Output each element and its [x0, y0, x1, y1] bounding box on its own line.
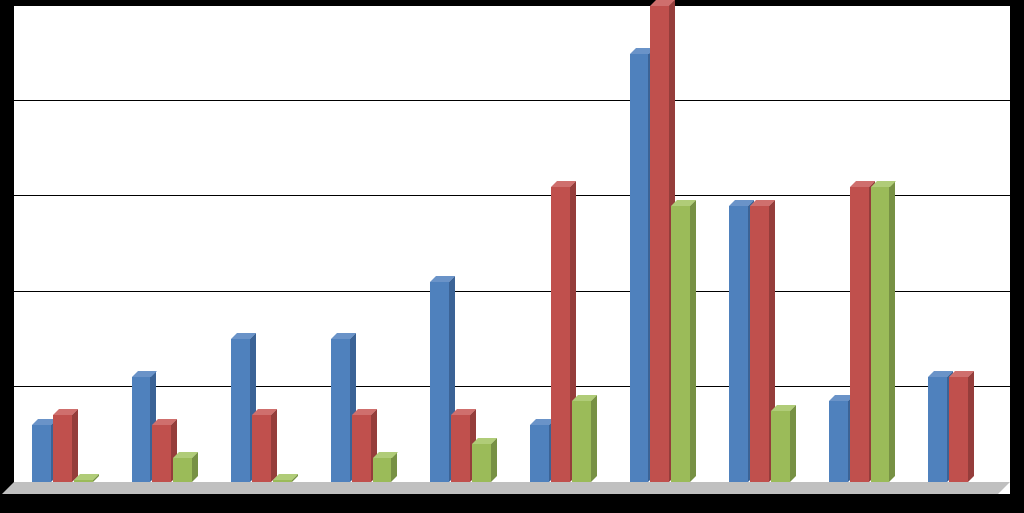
bar-group [512, 6, 612, 494]
bar-series-a [530, 425, 549, 482]
bar-series-c [173, 458, 192, 482]
bar-series-b [551, 187, 570, 482]
bar-series-a [928, 377, 947, 482]
bar-chart-3d [14, 6, 1010, 506]
bar-series-b [53, 415, 72, 482]
bar-series-b [949, 377, 968, 482]
bar-series-b [352, 415, 371, 482]
bar-series-c [671, 206, 690, 482]
bar-series-c [472, 444, 491, 482]
bar-series-a [32, 425, 51, 482]
bar-series-c [373, 458, 392, 482]
bar-group [811, 6, 911, 494]
bar-series-c [74, 480, 93, 482]
bar-series-a [430, 282, 449, 482]
bar-series-c [572, 401, 591, 482]
bar-series-a [331, 339, 350, 482]
bar-series-a [132, 377, 151, 482]
bar-series-b [750, 206, 769, 482]
bar-group [313, 6, 413, 494]
bar-group [114, 6, 214, 494]
bar-group [910, 6, 1010, 494]
bar-series-b [252, 415, 271, 482]
bar-series-b [650, 6, 669, 482]
bar-series-c [871, 187, 890, 482]
bar-series-a [829, 401, 848, 482]
bar-series-b [451, 415, 470, 482]
bar-series-b [152, 425, 171, 482]
bar-group [213, 6, 313, 494]
bar-series-b [850, 187, 869, 482]
bar-group [711, 6, 811, 494]
plot-area [14, 6, 1010, 494]
bar-series-a [630, 54, 649, 482]
bar-group [14, 6, 114, 494]
bar-group [612, 6, 712, 494]
bar-series-c [273, 480, 292, 482]
bar-series-c [771, 411, 790, 482]
bar-group [412, 6, 512, 494]
bar-series-a [231, 339, 250, 482]
bar-series-a [729, 206, 748, 482]
